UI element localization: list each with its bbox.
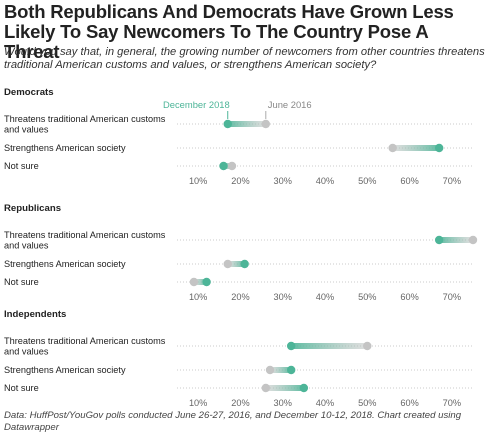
x-tick-label: 10% [189,292,207,302]
row-label: Strengthens American society [4,259,126,269]
dot-june-2016 [363,341,372,351]
dot-december-2018 [223,119,232,129]
row-label: Threatens traditional American customs an… [4,230,166,251]
row-label: Not sure [4,161,39,171]
dot-june-2016 [388,143,397,153]
dot-june-2016 [223,259,232,269]
x-tick-label: 30% [274,398,292,408]
dot-december-2018 [286,341,296,351]
x-tick-label: 20% [231,398,249,408]
panel-heading-democrats: Democrats [4,87,54,98]
dot-june-2016 [468,235,478,245]
dot-december-2018 [219,161,228,171]
x-tick-label: 20% [231,292,249,302]
source-note: Data: HuffPost/YouGov polls conducted Ju… [4,410,462,433]
dot-december-2018 [240,259,249,269]
x-tick-label: 60% [400,398,418,408]
row-label: Threatens traditional American customs an… [4,336,166,357]
x-tick-label: 30% [274,292,292,302]
dot-december-2018 [434,143,444,153]
x-tick-label: 50% [358,292,376,302]
chart-title: Both Republicans And Democrats Have Grow… [4,1,454,62]
dot-december-2018 [286,365,296,375]
x-tick-label: 70% [443,292,461,302]
x-tick-label: 30% [274,176,292,186]
x-tick-label: 70% [443,398,461,408]
dot-june-2016 [227,161,237,171]
x-tick-label: 40% [316,398,334,408]
legend-june-2016: June 2016 [268,99,312,110]
x-tick-label: 10% [189,176,207,186]
panel-heading-republicans: Republicans [4,203,61,214]
chart-subtitle: Would you say that, in general, the grow… [4,46,485,71]
x-tick-label: 50% [358,176,376,186]
x-tick-label: 70% [443,176,461,186]
dot-december-2018 [202,277,211,287]
x-tick-label: 40% [316,292,334,302]
dot-december-2018 [434,235,444,245]
dot-december-2018 [299,383,309,393]
x-tick-label: 60% [400,176,418,186]
row-label: Strengthens American society [4,143,126,153]
dot-june-2016 [261,383,270,393]
x-tick-label: 60% [400,292,418,302]
row-label: Not sure [4,383,39,393]
panel-heading-independents: Independents [4,309,66,320]
row-label: Strengthens American society [4,365,126,375]
row-label: Not sure [4,277,39,287]
x-tick-label: 40% [316,176,334,186]
x-tick-label: 50% [358,398,376,408]
dot-june-2016 [261,119,270,129]
dot-june-2016 [189,277,199,287]
dot-june-2016 [265,365,275,375]
x-tick-label: 20% [231,176,249,186]
row-label: Threatens traditional American customs an… [4,114,166,135]
dot-range-chart: Democrats December 2018 June 2016 Threatens… [4,87,478,408]
legend-december-2018: December 2018 [163,99,230,110]
x-tick-label: 10% [189,398,207,408]
